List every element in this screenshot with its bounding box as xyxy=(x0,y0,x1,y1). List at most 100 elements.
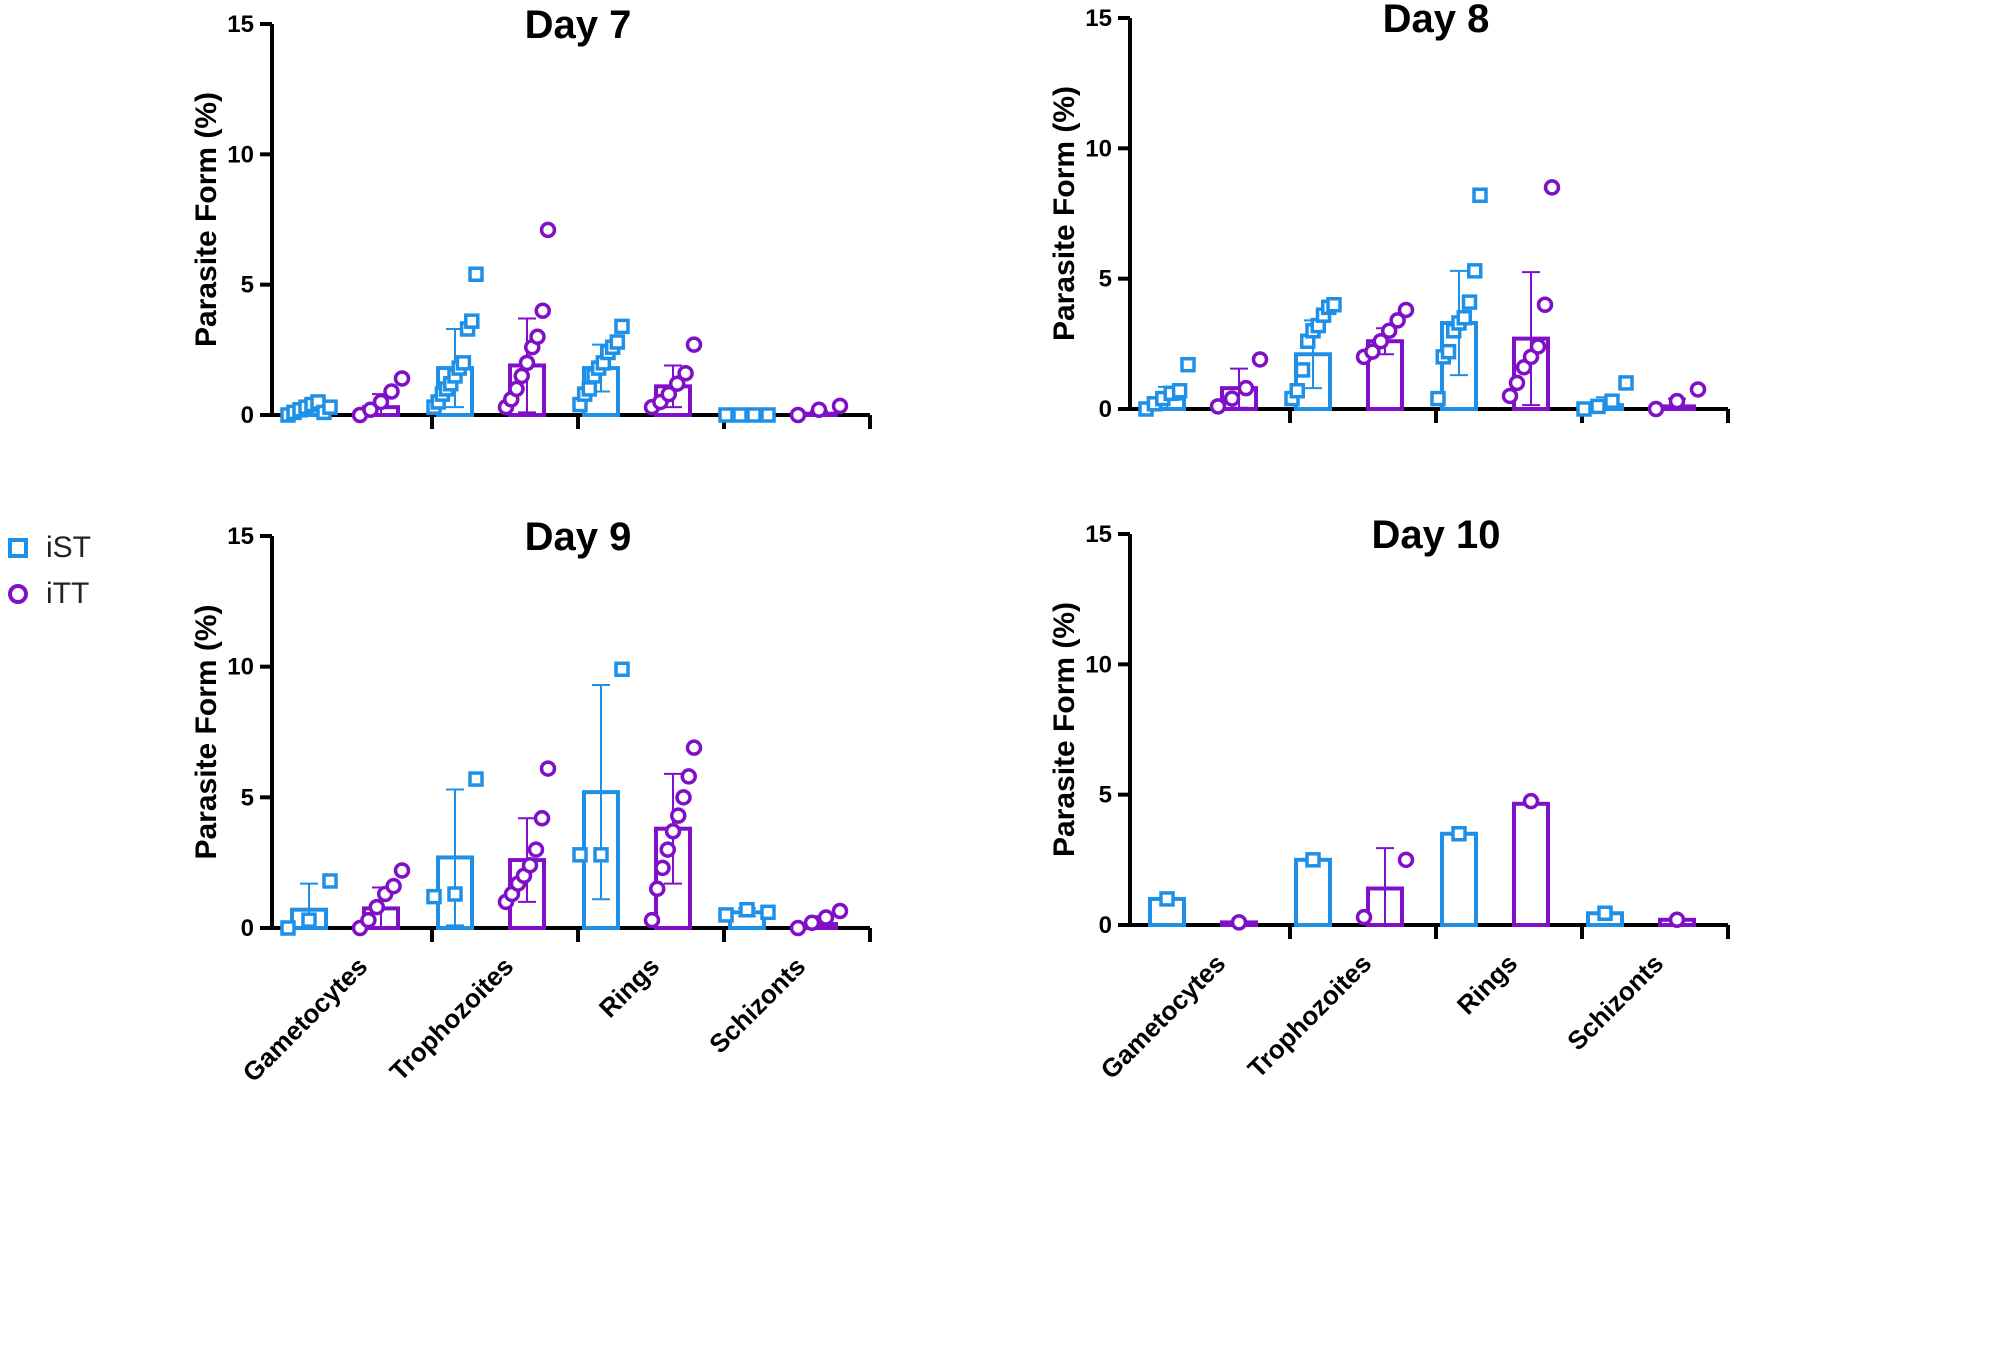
point-itt xyxy=(1501,387,1519,405)
point-itt xyxy=(529,328,546,346)
y-tick-label: 0 xyxy=(1099,396,1112,423)
point-itt xyxy=(1223,390,1241,407)
point-itt xyxy=(533,809,551,827)
point-ist xyxy=(593,847,609,863)
chart-day8: Day 8 Parasite Form (%) 0 5 10 15 xyxy=(1048,0,1730,423)
point-itt xyxy=(1536,296,1554,313)
point-itt xyxy=(1380,322,1398,340)
point-itt xyxy=(362,401,379,419)
point-ist xyxy=(1171,383,1188,399)
point-itt xyxy=(831,902,849,920)
circle-marker-icon xyxy=(8,584,28,604)
y-tick-label: 5 xyxy=(1099,266,1112,293)
point-ist xyxy=(455,355,472,371)
point-ist xyxy=(322,873,338,889)
bar-ist-trophozoites xyxy=(1294,857,1332,928)
y-tick-label: 5 xyxy=(241,784,254,811)
point-ist xyxy=(1576,401,1592,417)
point-itt xyxy=(1397,301,1415,319)
point-ist xyxy=(1305,852,1321,868)
point-itt xyxy=(685,739,703,756)
point-itt xyxy=(1668,911,1686,929)
point-itt xyxy=(1543,179,1561,196)
point-ist xyxy=(426,888,442,905)
point-itt xyxy=(534,302,551,319)
point-itt xyxy=(643,911,661,929)
y-axis-label: Parasite Form (%) xyxy=(190,92,223,347)
point-ist xyxy=(614,661,630,678)
y-tick-label: 5 xyxy=(1099,782,1112,809)
point-ist xyxy=(718,407,734,423)
point-ist xyxy=(468,266,484,282)
point-itt xyxy=(1689,381,1707,398)
point-ist xyxy=(609,334,626,350)
legend: iST iTT xyxy=(4,525,91,617)
legend-label-itt: iTT xyxy=(46,577,90,610)
point-ist xyxy=(1604,393,1620,409)
point-itt xyxy=(1364,343,1381,360)
point-itt xyxy=(1397,851,1415,869)
point-itt xyxy=(1389,312,1406,329)
point-ist xyxy=(1467,263,1483,279)
bar-ist-rings xyxy=(1440,831,1478,927)
y-tick-label: 0 xyxy=(241,402,254,429)
point-ist xyxy=(739,901,755,918)
point-itt xyxy=(675,789,692,806)
point-ist xyxy=(760,407,776,423)
point-itt xyxy=(1237,379,1255,397)
point-ist xyxy=(464,313,480,329)
point-itt xyxy=(383,383,400,400)
point-itt xyxy=(664,823,682,840)
point-itt xyxy=(539,221,557,239)
point-ist xyxy=(1597,905,1613,922)
legend-label-ist: iST xyxy=(46,531,91,564)
point-itt xyxy=(654,859,671,877)
point-itt xyxy=(1522,792,1540,810)
point-ist xyxy=(614,318,630,335)
y-tick-label: 0 xyxy=(1099,912,1112,939)
point-itt xyxy=(649,880,666,898)
point-itt xyxy=(677,365,694,382)
point-ist xyxy=(1451,826,1467,842)
x-tick-label-gametocytes: Gametocytes xyxy=(237,951,374,1088)
point-ist xyxy=(760,904,776,921)
point-ist xyxy=(1326,296,1342,313)
chart-day10: Day 10 Parasite Form (%) 0 5 10 15 Gametocytes… xyxy=(1048,515,1730,1085)
point-itt xyxy=(1209,398,1227,415)
point-ist xyxy=(1289,383,1305,399)
point-itt xyxy=(668,375,686,392)
point-ist xyxy=(447,886,463,902)
point-itt xyxy=(1372,332,1390,350)
chart-title: Day 8 xyxy=(1383,0,1490,41)
point-itt xyxy=(539,760,557,777)
legend-item-ist: iST xyxy=(4,525,91,571)
point-itt xyxy=(360,911,377,929)
point-itt xyxy=(803,914,821,932)
point-itt xyxy=(521,857,539,874)
point-ist xyxy=(1294,362,1311,378)
chart-day7: Day 7 Parasite Form (%) 0 5 10 15 xyxy=(190,3,872,429)
y-tick-label: 15 xyxy=(227,523,254,550)
point-itt xyxy=(789,406,807,424)
point-itt xyxy=(680,768,697,785)
x-tick-label-rings: Rings xyxy=(1451,948,1523,1020)
point-ist xyxy=(1590,398,1606,415)
bar-itt-rings xyxy=(1512,801,1550,928)
y-tick-label: 15 xyxy=(1085,5,1112,32)
point-ist xyxy=(1618,375,1634,391)
point-itt xyxy=(1668,392,1686,410)
point-itt xyxy=(527,841,545,858)
legend-item-itt: iTT xyxy=(4,571,91,617)
y-tick-label: 10 xyxy=(1085,651,1112,678)
chart-title: Day 9 xyxy=(525,515,632,559)
y-tick-label: 5 xyxy=(241,272,254,299)
point-itt xyxy=(810,401,828,419)
y-axis-label: Parasite Form (%) xyxy=(1048,602,1081,857)
point-ist xyxy=(1440,343,1457,360)
point-itt xyxy=(385,877,402,895)
point-ist xyxy=(1430,390,1446,407)
point-itt xyxy=(670,807,687,824)
chart-title: Day 7 xyxy=(525,3,632,47)
point-ist xyxy=(1472,187,1488,204)
point-ist xyxy=(322,399,338,415)
